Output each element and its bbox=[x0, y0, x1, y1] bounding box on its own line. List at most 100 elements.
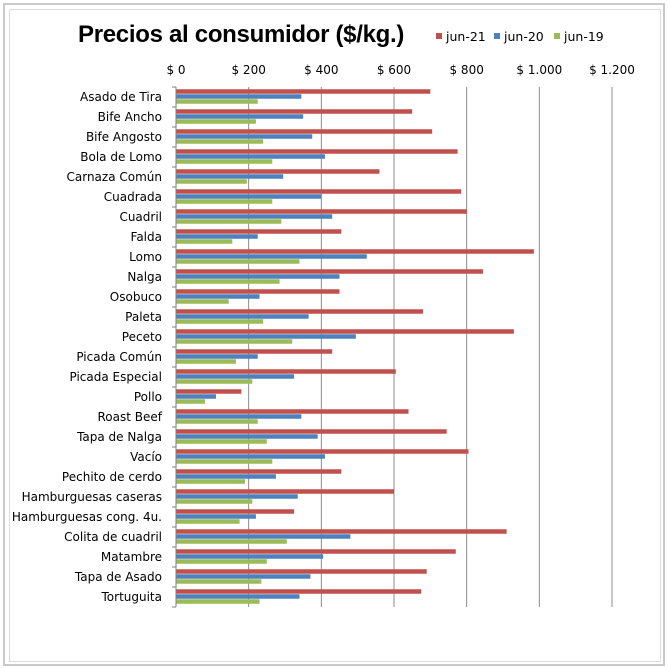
bar-jun-19 bbox=[176, 99, 258, 104]
bar-jun-19 bbox=[176, 359, 236, 364]
legend-label-jun-19: jun-19 bbox=[563, 29, 604, 44]
bar-jun-20 bbox=[176, 374, 295, 379]
bar-jun-20 bbox=[176, 534, 351, 539]
bar-jun-20 bbox=[176, 94, 302, 99]
bar-jun-21 bbox=[176, 429, 447, 434]
category-label: Pechito de cerdo bbox=[62, 470, 162, 484]
bar-jun-20 bbox=[176, 354, 258, 359]
bar-jun-19 bbox=[176, 599, 260, 604]
bar-jun-20 bbox=[176, 174, 284, 179]
bar-jun-20 bbox=[176, 454, 325, 459]
bar-jun-21 bbox=[176, 349, 333, 354]
bar-jun-20 bbox=[176, 294, 260, 299]
category-label: Picada Común bbox=[76, 350, 162, 364]
bar-jun-21 bbox=[176, 449, 469, 454]
bar-jun-20 bbox=[176, 214, 333, 219]
bar-jun-21 bbox=[176, 189, 462, 194]
category-label: Pollo bbox=[134, 390, 162, 404]
bar-jun-19 bbox=[176, 119, 256, 124]
category-label: Bife Angosto bbox=[86, 130, 162, 144]
bar-jun-20 bbox=[176, 234, 258, 239]
bar-jun-19 bbox=[176, 239, 233, 244]
bar-jun-20 bbox=[176, 334, 356, 339]
bar-jun-21 bbox=[176, 209, 467, 214]
x-tick-label: $ 400 bbox=[304, 63, 338, 77]
category-label: Cuadrada bbox=[104, 190, 162, 204]
bar-jun-19 bbox=[176, 379, 253, 384]
x-tick-label: $ 1.200 bbox=[589, 63, 635, 77]
bar-jun-19 bbox=[176, 339, 293, 344]
bar-jun-20 bbox=[176, 134, 313, 139]
category-label: Hamburguesas cong. 4u. bbox=[12, 510, 162, 524]
bar-jun-19 bbox=[176, 179, 247, 184]
bar-jun-20 bbox=[176, 194, 322, 199]
category-label: Osobuco bbox=[110, 290, 162, 304]
bar-jun-20 bbox=[176, 594, 300, 599]
legend-swatch-jun-20 bbox=[494, 33, 500, 39]
bar-jun-21 bbox=[176, 389, 242, 394]
bar-jun-21 bbox=[176, 409, 409, 414]
category-label: Matambre bbox=[101, 550, 162, 564]
bar-jun-20 bbox=[176, 474, 276, 479]
x-tick-label: $ 1.000 bbox=[516, 63, 562, 77]
bar-jun-19 bbox=[176, 419, 258, 424]
bar-jun-20 bbox=[176, 514, 256, 519]
bar-jun-21 bbox=[176, 89, 431, 94]
bar-jun-19 bbox=[176, 139, 264, 144]
bar-jun-19 bbox=[176, 459, 273, 464]
bar-jun-20 bbox=[176, 394, 216, 399]
bar-jun-21 bbox=[176, 109, 413, 114]
bar-jun-20 bbox=[176, 434, 318, 439]
category-label: Cuadril bbox=[119, 210, 162, 224]
category-label: Nalga bbox=[127, 270, 162, 284]
bar-jun-20 bbox=[176, 494, 298, 499]
bar-jun-21 bbox=[176, 309, 424, 314]
category-label: Peceto bbox=[122, 330, 162, 344]
bar-jun-19 bbox=[176, 399, 206, 404]
chart-title: Precios al consumidor ($/kg.) bbox=[78, 21, 405, 48]
bar-jun-19 bbox=[176, 159, 273, 164]
category-label: Paleta bbox=[125, 310, 162, 324]
bar-jun-19 bbox=[176, 439, 267, 444]
bar-jun-21 bbox=[176, 549, 456, 554]
category-label: Hamburguesas caseras bbox=[22, 490, 162, 504]
legend-label-jun-20: jun-20 bbox=[503, 29, 544, 44]
bar-jun-19 bbox=[176, 259, 300, 264]
bar-jun-21 bbox=[176, 129, 433, 134]
legend-swatch-jun-21 bbox=[436, 33, 442, 39]
bar-jun-21 bbox=[176, 169, 380, 174]
bar-jun-19 bbox=[176, 539, 287, 544]
legend-label-jun-21: jun-21 bbox=[445, 29, 486, 44]
category-label: Asado de Tira bbox=[80, 90, 162, 104]
category-label: Falda bbox=[131, 230, 162, 244]
bar-jun-20 bbox=[176, 254, 367, 259]
bar-jun-21 bbox=[176, 249, 534, 254]
bar-jun-21 bbox=[176, 509, 295, 514]
bar-jun-19 bbox=[176, 279, 280, 284]
category-label: Tapa de Asado bbox=[74, 570, 162, 584]
bar-jun-19 bbox=[176, 579, 262, 584]
category-label: Bife Ancho bbox=[98, 110, 162, 124]
bar-jun-21 bbox=[176, 529, 507, 534]
x-tick-label: $ 800 bbox=[449, 63, 483, 77]
gridlines bbox=[248, 87, 613, 607]
category-label: Bola de Lomo bbox=[80, 150, 162, 164]
category-label: Roast Beef bbox=[98, 410, 163, 424]
legend: jun-21 jun-20 jun-19 bbox=[436, 29, 604, 44]
category-labels: Asado de Tira Bife Ancho Bife Angosto Bola … bbox=[12, 90, 163, 604]
bar-jun-21 bbox=[176, 369, 396, 374]
bar-jun-20 bbox=[176, 414, 302, 419]
bar-jun-21 bbox=[176, 289, 340, 294]
bar-jun-21 bbox=[176, 489, 394, 494]
y-axis bbox=[172, 86, 177, 608]
bar-jun-19 bbox=[176, 559, 267, 564]
bar-jun-21 bbox=[176, 329, 514, 334]
bars bbox=[176, 89, 534, 604]
category-label: Carnaza Común bbox=[66, 170, 162, 184]
bar-jun-21 bbox=[176, 469, 342, 474]
bar-jun-19 bbox=[176, 319, 264, 324]
bar-jun-20 bbox=[176, 154, 325, 159]
x-tick-label: $ 0 bbox=[166, 63, 185, 77]
bar-jun-19 bbox=[176, 219, 282, 224]
